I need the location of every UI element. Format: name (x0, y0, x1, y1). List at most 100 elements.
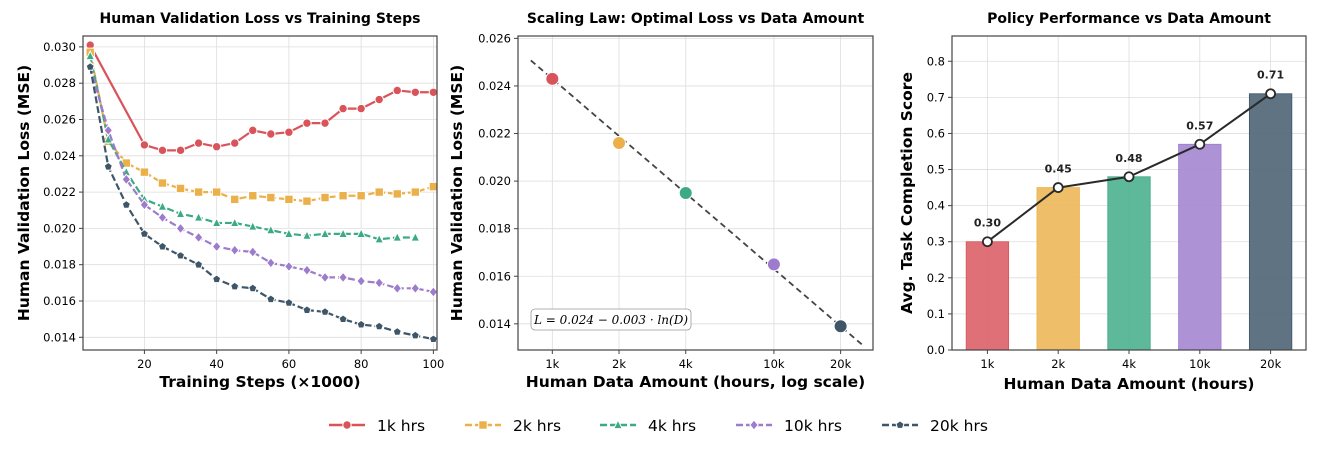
data-point (193, 138, 204, 148)
data-point (374, 321, 384, 331)
data-point (284, 260, 294, 273)
y-tick-label: 0.3 (927, 235, 945, 249)
trend-point (1123, 171, 1135, 183)
data-point (230, 194, 240, 205)
data-point (230, 281, 240, 291)
data-point (248, 283, 258, 293)
legend-marker (612, 419, 624, 430)
fit-line (530, 59, 863, 346)
data-point (211, 187, 222, 197)
x-tick-label: 40 (209, 357, 224, 371)
data-point (265, 224, 276, 235)
scaling-law-panel: 1k 2k 4k 10k 20k 0.014 0.016 0.018 0.020 0.022 0.0… (448, 11, 874, 391)
data-point (302, 264, 312, 276)
x-axis-label: Training Steps (×1000) (159, 373, 360, 391)
y-tick-label: 0.5 (927, 163, 945, 177)
data-point (302, 305, 312, 314)
x-tick-label: 1k (545, 357, 559, 371)
x-axis-label: Human Data Amount (hours, log scale) (526, 373, 866, 391)
data-point (338, 103, 348, 114)
data-point (175, 250, 186, 260)
y-axis-label: Human Validation Loss (MSE) (448, 65, 466, 321)
data-point (175, 222, 186, 235)
bar-value-label: 0.30 (974, 217, 1001, 230)
data-point (85, 50, 96, 61)
data-point (157, 211, 168, 224)
data-point (157, 178, 168, 188)
y-tick-label: 0.8 (927, 54, 945, 68)
data-point (247, 246, 258, 258)
data-point (139, 167, 150, 177)
y-tick-label: 0.7 (927, 90, 945, 104)
y-tick-label: 0.024 (43, 149, 76, 163)
data-point (320, 192, 330, 203)
data-point (85, 62, 95, 71)
chart-title: Human Validation Loss vs Training Steps (100, 11, 421, 27)
x-tick-label: 2k (1051, 357, 1065, 371)
data-point (374, 187, 384, 197)
trend-point (1194, 138, 1206, 150)
data-point (356, 191, 366, 201)
y-tick-label: 0.024 (478, 79, 511, 93)
y-tick-label: 0.026 (43, 112, 76, 126)
legend-label: 1k hrs (377, 417, 425, 435)
policy-performance-panel: 0.0 0.1 0.2 0.3 0.4 0.5 0.6 0.7 0.8 1k 0.30 2k 0.45 4… (898, 11, 1307, 393)
data-point (301, 229, 312, 240)
x-tick-label: 2k (612, 357, 626, 371)
data-point (211, 217, 222, 228)
legend-label: 10k hrs (784, 417, 842, 435)
y-tick-label: 0.6 (927, 126, 945, 140)
data-point (229, 217, 240, 228)
data-point (121, 173, 132, 186)
data-point (266, 129, 276, 139)
y-tick-label: 0.022 (43, 185, 76, 199)
data-point (356, 103, 366, 114)
data-point (428, 334, 438, 344)
data-point (211, 240, 222, 253)
data-point (157, 241, 168, 251)
bar (1248, 93, 1293, 351)
data-point (428, 286, 439, 298)
data-point (157, 200, 168, 211)
scatter-point (833, 319, 848, 334)
legend-marker (895, 420, 905, 429)
plot-frame (951, 35, 1307, 351)
data-point (248, 125, 258, 136)
data-point (265, 257, 276, 269)
y-tick-label: 0.0 (927, 343, 945, 357)
annotation-text: L = 0.024 − 0.003 · ln(D) (533, 313, 688, 327)
legend-marker (749, 419, 759, 431)
data-point (284, 297, 294, 307)
data-point (175, 183, 186, 194)
bar-value-label: 0.45 (1045, 163, 1072, 176)
x-axis-label: Human Data Amount (hours) (1003, 375, 1254, 393)
data-point (175, 145, 186, 156)
legend-marker (342, 420, 352, 430)
scatter-point (545, 71, 560, 86)
data-point (302, 196, 312, 206)
data-point (139, 229, 149, 238)
scatter-point (612, 136, 627, 151)
legend: 1k hrs 2k hrs 4k hrs 10k hrs 20k hrs (329, 417, 988, 435)
data-point (410, 282, 421, 295)
bar-value-label: 0.48 (1115, 152, 1142, 165)
data-point (410, 87, 421, 97)
x-tick-label: 100 (422, 357, 444, 371)
bar (1036, 187, 1080, 351)
y-tick-label: 0.026 (478, 31, 511, 45)
x-tick-label: 60 (282, 357, 297, 371)
chart-title: Scaling Law: Optimal Loss vs Data Amount (527, 11, 865, 27)
trend-point (982, 236, 993, 248)
legend-label: 2k hrs (513, 417, 561, 435)
trend-point (1052, 182, 1064, 193)
data-point (266, 192, 276, 203)
data-point (103, 161, 113, 171)
data-point (139, 199, 150, 211)
bar (965, 241, 1010, 351)
y-tick-label: 0.018 (478, 222, 511, 236)
data-point (139, 140, 150, 150)
x-tick-label: 10k (763, 357, 785, 371)
x-tick-label: 1k (980, 357, 994, 371)
data-point (320, 271, 330, 284)
